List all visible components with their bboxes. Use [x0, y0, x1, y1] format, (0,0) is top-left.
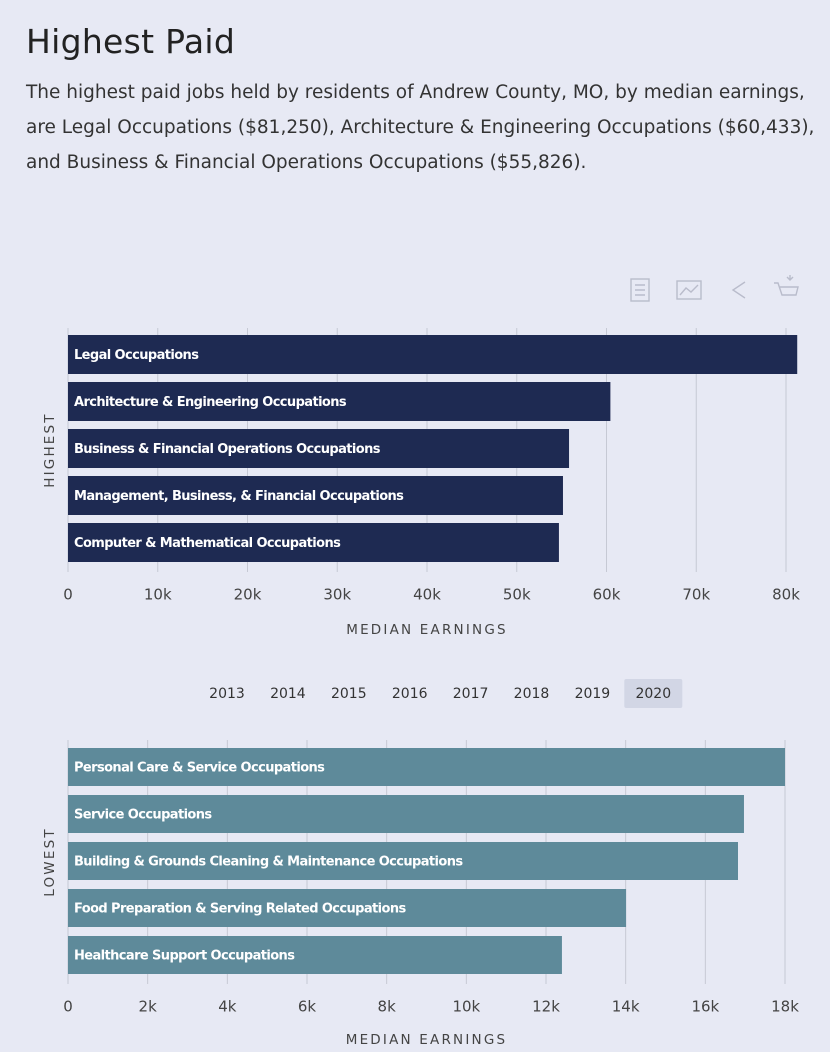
year-option[interactable]: 2016: [392, 686, 428, 702]
x-tick-label: 70k: [682, 586, 710, 604]
description: The highest paid jobs held by residents …: [26, 82, 815, 173]
bar-label: Service Occupations: [74, 808, 212, 823]
y-axis-label: LOWEST: [42, 827, 58, 897]
year-option[interactable]: 2018: [514, 686, 550, 702]
bar: [68, 429, 570, 468]
bar-label: Computer & Mathematical Occupations: [74, 536, 341, 551]
x-tick-label: 14k: [612, 998, 640, 1016]
bar: [68, 335, 798, 374]
bar-label: Management, Business, & Financial Occupa…: [74, 489, 404, 504]
bar: [68, 382, 611, 421]
x-tick-label: 0: [63, 586, 73, 604]
image-icon[interactable]: [676, 280, 702, 300]
y-axis-label: HIGHEST: [42, 412, 58, 488]
x-tick-label: 10k: [144, 586, 172, 604]
image-icon-line: [679, 284, 699, 296]
toolbar: [630, 275, 799, 302]
bar-label: Personal Care & Service Occupations: [74, 761, 325, 776]
x-tick-label: 50k: [503, 586, 531, 604]
year-option[interactable]: 2017: [453, 686, 489, 702]
x-axis-label: MEDIAN EARNINGS: [346, 1032, 508, 1048]
year-option[interactable]: 2015: [331, 686, 367, 702]
table-icon-lines: [635, 284, 645, 296]
year-option[interactable]: 2019: [575, 686, 611, 702]
x-tick-label: 60k: [593, 586, 621, 604]
bar: [68, 795, 744, 833]
x-tick-label: 80k: [772, 586, 800, 604]
header: Highest Paid The highest paid jobs held …: [26, 22, 816, 180]
bar-label: Architecture & Engineering Occupations: [74, 395, 347, 410]
bar: [68, 936, 562, 974]
x-tick-label: 6k: [298, 998, 317, 1016]
share-icon[interactable]: [731, 281, 746, 299]
x-tick-label: 16k: [691, 998, 719, 1016]
year-selected-bg: [624, 679, 683, 708]
x-tick-label: 2k: [139, 998, 158, 1016]
bar-label: Healthcare Support Occupations: [74, 949, 295, 964]
x-tick-label: 18k: [771, 998, 799, 1016]
x-tick-label: 4k: [218, 998, 237, 1016]
x-tick-label: 10k: [452, 998, 480, 1016]
bar-label: Legal Occupations: [74, 348, 199, 363]
page-title: Highest Paid: [26, 22, 236, 61]
year-option[interactable]: 2013: [209, 686, 245, 702]
bar: [68, 889, 627, 927]
year-option[interactable]: 2014: [270, 686, 306, 702]
x-tick-label: 30k: [323, 586, 351, 604]
x-tick-label: 40k: [413, 586, 441, 604]
x-axis-label: MEDIAN EARNINGS: [346, 622, 508, 638]
x-tick-label: 8k: [378, 998, 397, 1016]
cart-icon[interactable]: [774, 275, 799, 296]
bar: [68, 476, 563, 515]
year-option[interactable]: 2020: [635, 686, 671, 702]
bar: [68, 748, 785, 786]
x-tick-label: 12k: [532, 998, 560, 1016]
bar: [68, 842, 738, 880]
bar: [68, 523, 559, 562]
x-tick-label: 20k: [234, 586, 262, 604]
bar-label: Business & Financial Operations Occupati…: [74, 442, 381, 457]
x-tick-label: 0: [63, 998, 73, 1016]
bar-label: Building & Grounds Cleaning & Maintenanc…: [74, 855, 463, 870]
bar-label: Food Preparation & Serving Related Occup…: [74, 902, 406, 917]
table-icon[interactable]: [630, 278, 650, 302]
